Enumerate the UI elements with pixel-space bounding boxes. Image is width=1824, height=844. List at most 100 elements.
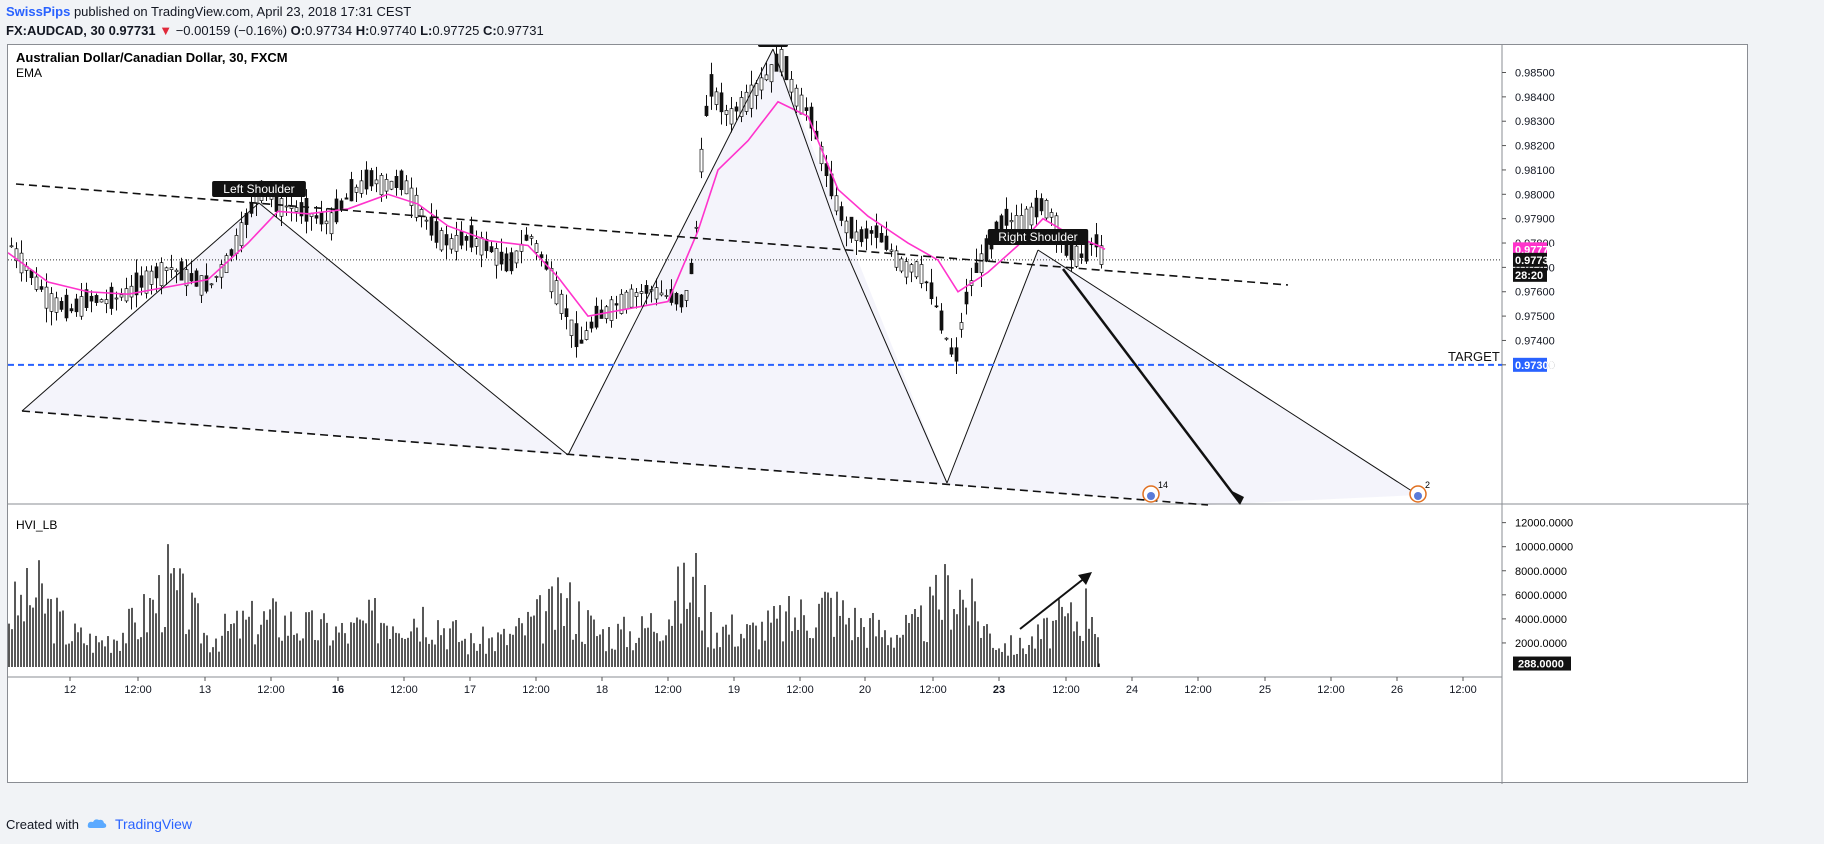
candle-body [869, 230, 874, 234]
candle-body [634, 292, 639, 297]
time-tick-label: 13 [199, 684, 211, 696]
candle-body [79, 296, 84, 317]
candle-body [404, 180, 409, 195]
projection-arrow-line [1062, 268, 1241, 504]
candle-body [144, 270, 149, 294]
candle-body [889, 249, 894, 252]
candle-body [689, 262, 694, 275]
candle-body [469, 225, 474, 248]
pattern-line [258, 202, 569, 456]
chart-frame[interactable]: Australian Dollar/Canadian Dollar, 30, F… [7, 44, 1749, 784]
candle-body [749, 84, 754, 109]
candle-body [514, 250, 519, 264]
candle-body [704, 105, 709, 116]
candle-body [119, 294, 124, 298]
candle-body [414, 194, 419, 218]
candle-body [479, 237, 484, 256]
price-tick-label: 0.97600 [1515, 287, 1555, 299]
candle-body [764, 74, 769, 81]
volume-tick-label: 8000.0000 [1515, 566, 1567, 578]
candle-body [714, 91, 719, 105]
candle-body [254, 196, 259, 204]
candle-body [434, 221, 439, 243]
chart-title: Australian Dollar/Canadian Dollar, 30, F… [16, 50, 288, 65]
candle-body [409, 187, 414, 206]
candle-body [1039, 198, 1044, 212]
tradingview-link[interactable]: TradingView [114, 816, 193, 832]
candle-body [644, 285, 649, 294]
candle-body [784, 56, 789, 81]
candle-body [819, 146, 824, 165]
candle-body [194, 270, 199, 287]
candle-body [364, 169, 369, 190]
candle-body [799, 94, 804, 115]
candle-body [284, 205, 289, 208]
price-tick-label: 0.97900 [1515, 214, 1555, 226]
price-tick-label: 0.98200 [1515, 141, 1555, 153]
candle-body [724, 110, 729, 115]
candle-body [684, 290, 689, 301]
symbol-label: FX:AUDCAD, 30 [6, 23, 105, 38]
price-chart[interactable]: Australian Dollar/Canadian Dollar, 30, F… [8, 45, 1749, 784]
candle-body [1009, 220, 1014, 223]
volume-last-badge-bg [1513, 656, 1571, 671]
projection-arrowhead [1232, 491, 1244, 505]
pattern-line [946, 249, 1039, 484]
countdown-badge-bg [1513, 267, 1547, 282]
candle-body [789, 78, 794, 93]
volume-tick-label: 6000.0000 [1515, 590, 1567, 602]
candle-body [209, 283, 214, 286]
candle-body [494, 248, 499, 266]
candle-body [139, 275, 144, 288]
volume-trend-arrow [1019, 576, 1087, 630]
candle-body [929, 282, 934, 300]
candle-body [769, 64, 774, 83]
volume-tick-label: 12000.0000 [1515, 518, 1573, 530]
candle-body [569, 319, 574, 336]
time-tick-label: 12:00 [1317, 684, 1345, 696]
candle-body [549, 268, 554, 293]
candle-body [189, 273, 194, 282]
candle-body [114, 297, 119, 300]
time-tick-label: 23 [993, 684, 1005, 696]
candle-body [319, 211, 324, 225]
time-tick-label: 12:00 [257, 684, 285, 696]
candle-body [959, 322, 964, 330]
time-tick-label: 18 [596, 684, 608, 696]
pattern-fill-area [22, 49, 1418, 505]
candle-body [884, 235, 889, 250]
candle-body [579, 339, 584, 344]
candle-body [294, 207, 299, 212]
candle-body [794, 87, 799, 107]
candle-body [174, 269, 179, 273]
candle-body [354, 186, 359, 193]
candle-body [234, 235, 239, 255]
ema-line [8, 100, 1106, 317]
candle-body [879, 232, 884, 243]
candle-body [199, 275, 204, 296]
created-with-label: Created with [6, 816, 79, 832]
candle-body [459, 231, 464, 246]
candle-body [839, 206, 844, 221]
candle-body [584, 330, 589, 340]
candle-body [699, 148, 704, 173]
candle-body [729, 108, 734, 125]
footer: Created with TradingView [6, 816, 192, 832]
pattern-line [772, 48, 844, 246]
time-tick-label: 12 [64, 684, 76, 696]
last-price-badge-bg [1513, 252, 1547, 267]
publish-info: published on TradingView.com, April 23, … [73, 4, 412, 19]
candle-body [899, 258, 904, 272]
candle-body [109, 286, 114, 309]
candle-body [1079, 253, 1084, 258]
candle-body [49, 293, 54, 312]
author-link[interactable]: SwissPips [6, 4, 71, 19]
time-tick-label: 16 [332, 684, 344, 696]
time-tick-label: 19 [728, 684, 740, 696]
candle-body [289, 206, 294, 209]
candle-body [664, 295, 669, 297]
event-badge-count: 2 [1425, 480, 1430, 490]
candle-body [444, 234, 449, 246]
candle-body [299, 202, 304, 217]
last-price: 0.97731 [108, 23, 156, 38]
